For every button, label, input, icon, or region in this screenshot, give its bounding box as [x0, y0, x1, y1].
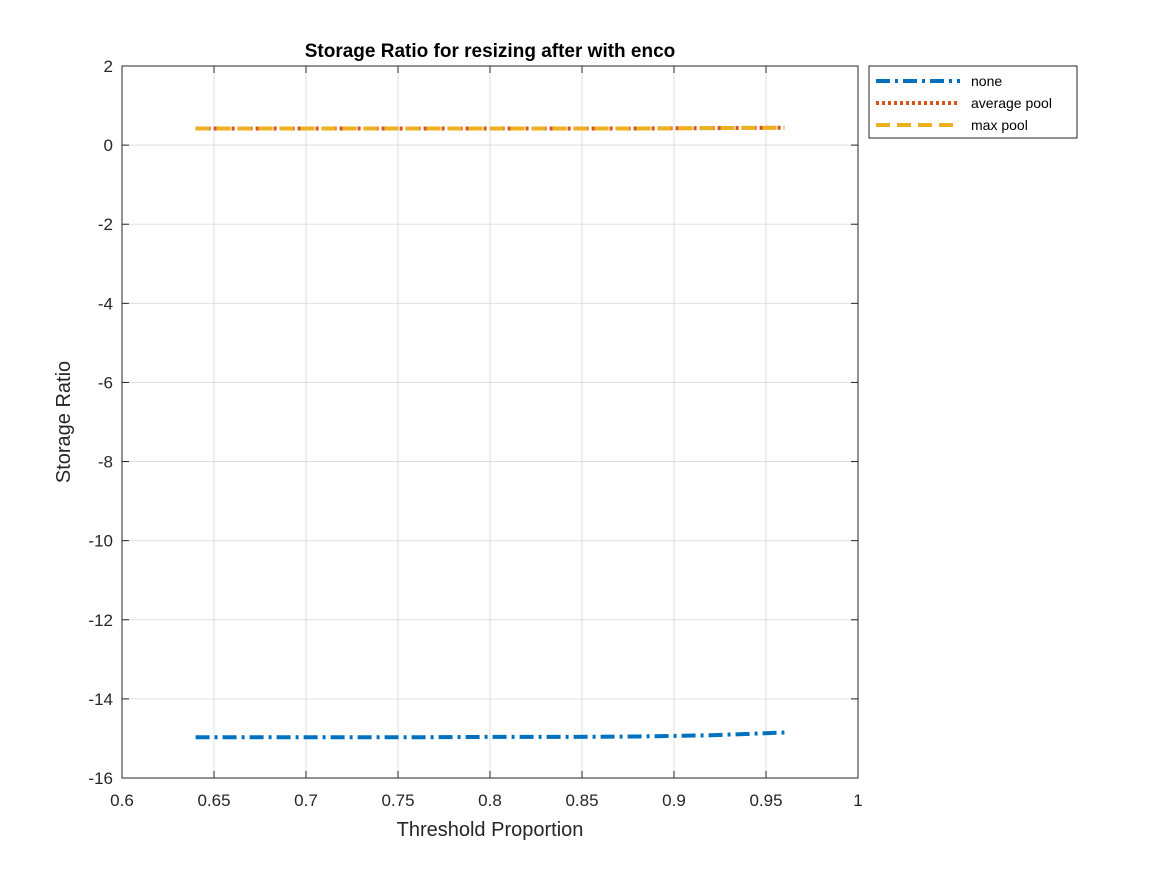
x-tick-label: 0.85 [565, 791, 598, 810]
x-tick-label: 0.95 [749, 791, 782, 810]
y-tick-label: -2 [98, 215, 113, 234]
series-line-none [195, 730, 785, 740]
legend-label-max-pool: max pool [971, 117, 1028, 133]
ticks [121, 65, 859, 779]
series-line-max-pool [195, 125, 785, 131]
x-tick-label: 0.75 [381, 791, 414, 810]
x-tick-label: 0.65 [197, 791, 230, 810]
x-tick-label: 0.7 [294, 791, 318, 810]
legend-label-none: none [971, 73, 1002, 89]
y-tick-label: -6 [98, 373, 113, 392]
legend: none average pool max pool [868, 65, 1078, 139]
x-tick-labels: 0.6 0.65 0.7 0.75 0.8 0.85 0.9 0.95 1 [110, 791, 863, 810]
y-tick-label: -14 [88, 690, 113, 709]
y-tick-labels: -16 -14 -12 -10 -8 -6 -4 -2 0 2 [88, 57, 113, 788]
y-tick-label: -10 [88, 532, 113, 551]
x-tick-label: 1 [853, 791, 862, 810]
y-tick-label: -16 [88, 769, 113, 788]
legend-label-average-pool: average pool [971, 95, 1052, 111]
x-tick-label: 0.6 [110, 791, 134, 810]
y-axis-label: Storage Ratio [53, 361, 75, 483]
x-axis-label: Threshold Proportion [397, 819, 584, 841]
y-tick-label: -8 [98, 453, 113, 472]
y-tick-label: -4 [98, 294, 113, 313]
y-tick-label: -12 [88, 611, 113, 630]
y-tick-label: 2 [104, 57, 113, 76]
chart-title: Storage Ratio for resizing after with en… [305, 41, 676, 62]
x-tick-label: 0.9 [662, 791, 686, 810]
series-lines [195, 125, 785, 740]
y-tick-label: 0 [104, 136, 113, 155]
x-tick-label: 0.8 [478, 791, 502, 810]
